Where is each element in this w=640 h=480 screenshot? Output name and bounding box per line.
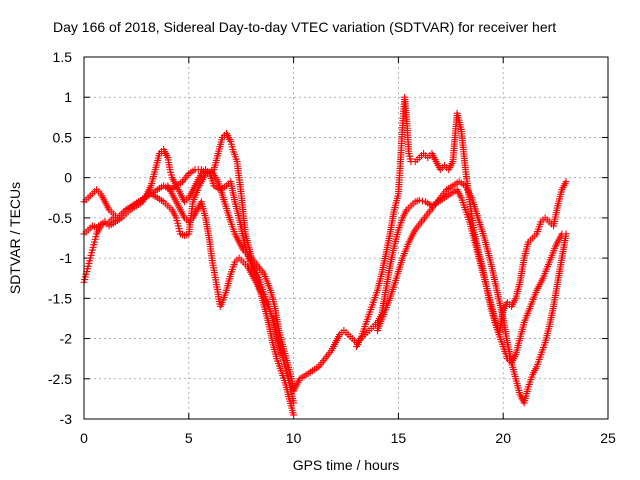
y-tick-label: 1.5 [53,49,73,65]
data-point [290,399,298,407]
y-tick-label: -1.5 [48,290,72,306]
data-point [419,197,427,205]
x-tick-label: 25 [600,430,616,446]
x-tick-label: 0 [80,430,88,446]
data-point [562,230,570,238]
y-tick-label: -1 [60,250,73,266]
series-track-7 [373,178,570,407]
series-track-4 [164,182,285,359]
x-axis-label: GPS time / hours [293,457,400,473]
x-tick-label: 20 [495,430,511,446]
x-tick-label: 15 [391,430,407,446]
data-point [277,351,285,359]
x-tick-labels: 0 5 10 15 20 25 [80,430,616,446]
y-tick-label: 0.5 [53,129,73,145]
data-point [562,178,570,186]
x-tick-label: 5 [185,430,193,446]
y-axis-label: SDTVAR / TECUs [7,182,23,294]
data-point [415,196,423,204]
chart-title: Day 166 of 2018, Sidereal Day-to-day VTE… [53,19,556,35]
series-track-6 [352,93,570,351]
y-tick-label: -0.5 [48,210,72,226]
data-point [290,411,298,419]
data-marks [80,93,570,419]
series-track-3 [80,129,298,395]
y-tick-label: -2 [60,331,73,347]
x-tick-label: 10 [286,430,302,446]
y-tick-label: 1 [64,89,72,105]
y-tick-label: 0 [64,170,72,186]
y-tick-label: -3 [60,411,73,427]
plot-frame [83,56,609,420]
y-tick-label: -2.5 [48,371,72,387]
y-tick-labels: 1.5 1 0.5 0 -0.5 -1 -1.5 -2 -2.5 -3 [48,49,72,427]
